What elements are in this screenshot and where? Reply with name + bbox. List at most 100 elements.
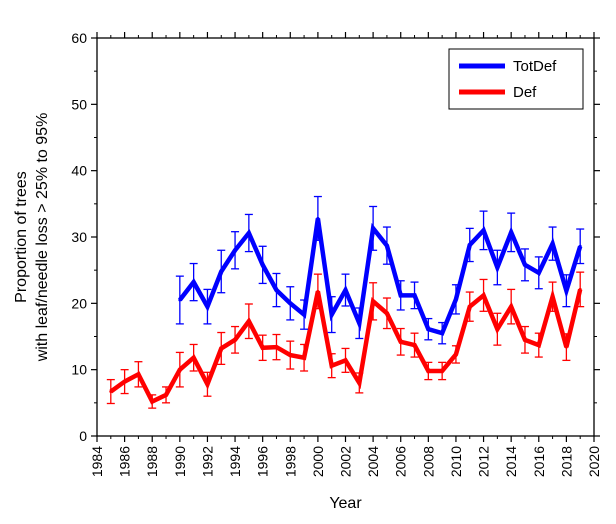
def-point-2008 bbox=[426, 369, 430, 373]
y-tick-label-10: 10 bbox=[71, 362, 87, 378]
def-point-1987 bbox=[136, 372, 140, 376]
x-tick-label-2016: 2016 bbox=[531, 446, 547, 477]
plot-area bbox=[106, 195, 585, 409]
totdef-point-2016 bbox=[537, 271, 541, 275]
def-point-1994 bbox=[233, 338, 237, 342]
totdef-point-2002 bbox=[344, 288, 347, 292]
x-tick-label-1996: 1996 bbox=[255, 446, 271, 477]
totdef-point-1997 bbox=[274, 288, 278, 292]
totdef-point-2007 bbox=[413, 293, 417, 297]
def-point-2006 bbox=[399, 340, 403, 344]
series-totdef bbox=[175, 195, 585, 345]
totdef-point-1992 bbox=[205, 305, 209, 309]
x-tick-label-1998: 1998 bbox=[282, 446, 298, 477]
totdef-point-1993 bbox=[219, 269, 223, 273]
totdef-point-2014 bbox=[509, 230, 513, 234]
totdef-point-2019 bbox=[578, 244, 582, 248]
def-point-2011 bbox=[468, 305, 472, 309]
legend: TotDef Def bbox=[448, 48, 584, 110]
x-tick-label-2018: 2018 bbox=[558, 446, 574, 477]
legend-label-totdef: TotDef bbox=[513, 58, 557, 75]
def-point-1988 bbox=[150, 400, 154, 404]
y-axis: 0 10 20 30 40 50 60 bbox=[71, 30, 600, 444]
x-tick-label-2010: 2010 bbox=[448, 446, 464, 477]
def-point-1991 bbox=[192, 356, 196, 360]
def-point-1985 bbox=[109, 390, 113, 394]
def-point-2007 bbox=[413, 343, 417, 347]
y-axis-title-line-1: Proportion of trees bbox=[13, 171, 30, 303]
y-axis-title-line-2: with leaf/needle loss > 25% to 95% bbox=[34, 113, 51, 363]
x-tick-label-2002: 2002 bbox=[338, 446, 354, 477]
x-tick-label-2014: 2014 bbox=[503, 446, 519, 477]
def-point-1997 bbox=[274, 345, 278, 349]
totdef-point-2015 bbox=[523, 263, 527, 267]
x-tick-label-2020: 2020 bbox=[586, 446, 602, 477]
x-tick-label-2004: 2004 bbox=[365, 446, 381, 477]
totdef-point-1995 bbox=[247, 231, 251, 235]
def-point-2013 bbox=[495, 327, 499, 331]
def-point-2001 bbox=[330, 364, 334, 368]
x-tick-label-2012: 2012 bbox=[476, 446, 492, 477]
totdef-point-2018 bbox=[564, 289, 568, 293]
def-point-2004 bbox=[371, 299, 375, 303]
x-tick-label-1984: 1984 bbox=[89, 446, 105, 477]
legend-label-def: Def bbox=[513, 84, 537, 101]
def-point-1995 bbox=[247, 319, 251, 323]
totdef-point-1990 bbox=[178, 298, 182, 302]
totdef-point-2004 bbox=[371, 226, 375, 230]
def-point-2015 bbox=[523, 338, 527, 342]
x-tick-label-2006: 2006 bbox=[393, 446, 409, 477]
x-tick-label-2000: 2000 bbox=[310, 446, 326, 477]
x-tick-label-1990: 1990 bbox=[172, 446, 188, 477]
def-point-2009 bbox=[440, 369, 444, 373]
def-point-1986 bbox=[123, 380, 127, 384]
def-point-1996 bbox=[261, 346, 265, 350]
x-tick-label-2008: 2008 bbox=[420, 446, 436, 477]
def-point-1992 bbox=[205, 382, 209, 386]
totdef-point-1998 bbox=[288, 301, 292, 305]
def-point-1993 bbox=[219, 346, 223, 350]
series-def bbox=[106, 271, 585, 409]
totdef-point-1999 bbox=[302, 313, 306, 317]
totdef-point-2000 bbox=[316, 216, 320, 220]
y-tick-label-40: 40 bbox=[71, 163, 87, 179]
def-point-2005 bbox=[385, 311, 389, 315]
totdef-point-1991 bbox=[192, 280, 196, 284]
x-tick-label-1986: 1986 bbox=[117, 446, 133, 477]
def-point-2016 bbox=[537, 343, 541, 347]
def-point-2012 bbox=[482, 293, 486, 297]
totdef-line bbox=[178, 218, 583, 336]
def-point-1989 bbox=[164, 393, 168, 397]
def-point-1999 bbox=[302, 356, 306, 360]
totdef-point-2012 bbox=[482, 228, 486, 232]
totdef-point-2005 bbox=[385, 244, 389, 248]
def-point-1998 bbox=[288, 353, 292, 357]
y-tick-label-0: 0 bbox=[79, 428, 87, 444]
def-point-2010 bbox=[454, 352, 458, 356]
totdef-point-2006 bbox=[399, 293, 403, 297]
totdef-point-2010 bbox=[454, 297, 458, 301]
x-tick-label-1994: 1994 bbox=[227, 446, 243, 477]
y-tick-label-50: 50 bbox=[71, 96, 87, 112]
totdef-point-2003 bbox=[357, 321, 361, 325]
def-point-2014 bbox=[509, 305, 513, 309]
totdef-point-2017 bbox=[551, 242, 555, 246]
y-tick-label-60: 60 bbox=[71, 30, 87, 46]
x-tick-label-1988: 1988 bbox=[144, 446, 160, 477]
totdef-point-2008 bbox=[426, 327, 430, 331]
totdef-point-1994 bbox=[233, 248, 237, 252]
x-tick-label-1992: 1992 bbox=[199, 446, 215, 477]
x-axis: 1984 1986 1988 1990 1992 1994 1996 1998 2000 2002… bbox=[89, 32, 602, 477]
def-point-2018 bbox=[564, 345, 568, 349]
y-tick-label-30: 30 bbox=[71, 229, 87, 245]
totdef-point-2013 bbox=[495, 266, 499, 270]
def-point-2002 bbox=[344, 358, 347, 362]
def-point-2017 bbox=[551, 295, 555, 299]
def-point-2019 bbox=[578, 287, 582, 291]
def-point-2000 bbox=[316, 289, 320, 293]
legend-box bbox=[448, 48, 584, 110]
def-point-1990 bbox=[178, 368, 182, 372]
totdef-point-2011 bbox=[468, 243, 472, 247]
totdef-point-1996 bbox=[261, 263, 265, 267]
